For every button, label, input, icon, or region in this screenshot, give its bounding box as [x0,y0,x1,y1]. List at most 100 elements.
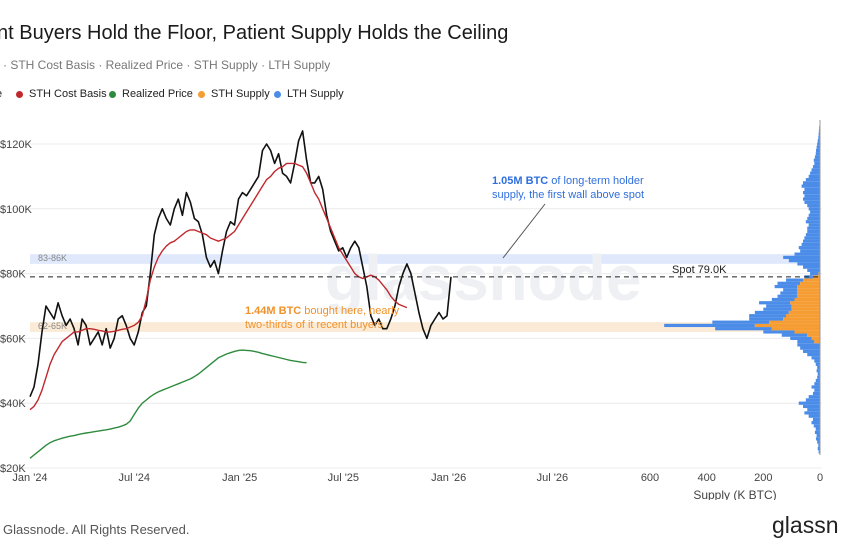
lth-supply-bar [749,317,784,321]
lth-supply-bar [813,158,820,162]
annotation-pointer [502,203,546,259]
lth-supply-bar [815,378,820,383]
x-tick-label: Jul '25 [328,472,359,484]
sth-supply-bar [794,330,820,334]
lth-supply-bar [780,291,798,295]
lth-supply-bar [803,404,820,409]
y-tick-label: $40K [0,398,26,410]
lth-supply-bar [804,200,820,204]
lth-supply-bar [805,233,820,237]
profile-tick-label: 0 [817,472,823,484]
lth-supply-bar [803,349,820,353]
spot-reference: Spot 79.0K [30,264,822,278]
lth-supply-bar [817,440,820,444]
annotation-lth-line2: supply, the first wall above spot [492,189,644,201]
annotations: 1.05M BTC of long-term holder supply, the… [245,175,644,331]
sth-supply-bar [754,323,820,328]
annotation-sth: 1.44M BTC bought here, nearly [245,305,400,317]
lth-supply-bar [818,135,820,140]
lth-supply-bar [801,184,820,188]
y-tick-label: $120K [0,139,32,151]
sth-cost-basis-line [29,162,408,411]
legend-item-sth-supply[interactable]: STH Supply [198,88,270,100]
sth-supply-bar [794,297,820,302]
lth-supply-bar [807,216,820,221]
annotation-bold: 1.44M BTC [245,305,301,317]
lth-supply-bar [766,304,792,308]
sth-supply-bar [783,317,820,321]
lth-supply-bar [783,288,798,292]
chart-subtitle: · STH Cost Basis · Realized Price · STH … [3,58,331,72]
lth-supply-bar [812,417,820,422]
lth-supply-bar [803,197,820,201]
sth-supply-bar [791,307,820,311]
legend-label: STH Cost Basis [29,88,107,100]
lth-supply-bar [810,271,819,276]
sth-supply-bar [797,291,820,295]
copyright: Glassnode. All Rights Reserved. [3,522,190,537]
legend-label: LTH Supply [287,88,344,100]
lth-supply-bar [811,421,820,425]
brand-logo: glassn [772,512,839,538]
lth-supply-bar [803,265,820,269]
lth-supply-bar [812,165,820,169]
legend-item-realized-price[interactable]: Realized Price [109,88,193,100]
lth-supply-bar [815,427,820,431]
x-tick-label: Jan '24 [12,472,47,484]
watermark: glassnode [325,242,642,314]
x-tick-label: Jan '25 [222,472,257,484]
lth-supply-bar [816,433,820,438]
sth-supply-bar [790,301,820,305]
lth-supply-bar [754,310,789,315]
lth-supply-bar [808,207,820,211]
lth-supply-bar [816,145,820,149]
sth-supply-bar [818,271,820,276]
price-band [30,254,820,264]
sth-supply-bar [807,333,820,337]
axis-labels: $20K $40K $60K $80K $100K $120K Jan '24 Jul '24… [0,139,823,500]
lth-supply-bar [816,148,820,153]
lth-supply-bar [786,278,803,282]
lth-supply-bar [664,323,755,328]
legend-dot [274,90,281,98]
legend-item-sth-cost-basis[interactable]: STH Cost Basis [16,88,107,100]
sth-supply-bar [797,288,820,292]
price-band [30,322,820,332]
lth-supply-bar [777,294,798,298]
lth-supply-bar [817,142,820,146]
spot-label: Spot 79.0K [672,264,727,276]
legend-item-price[interactable]: e [0,88,2,100]
lth-supply-bar [801,242,820,247]
lth-supply-bar [808,174,820,179]
legend-dot [109,90,116,98]
sth-supply-bar [788,310,820,315]
lth-supply-bar [788,259,820,263]
lth-supply-bar [763,307,792,311]
lth-supply-bar [808,223,820,227]
series-lines [29,130,452,459]
legend-item-lth-supply[interactable]: LTH Supply [274,88,344,100]
lth-supply-bar [798,246,820,250]
lth-supply-bar [817,372,820,376]
lth-supply-bar [817,446,820,451]
lth-supply-bar [790,336,812,341]
chart-title: nt Buyers Hold the Floor, Patient Supply… [0,22,509,44]
lth-supply-bar [814,155,820,159]
lth-supply-bar [808,395,820,399]
profile-tick-label: 200 [754,472,772,484]
lth-supply-bar [777,281,801,285]
profile-x-axis-label: Supply (K BTC) [693,488,776,500]
sth-supply-bar [797,284,820,289]
lth-supply-bar [807,203,820,208]
lth-supply-bar [805,220,820,224]
lth-supply-bar [797,262,820,266]
lth-supply-bar [818,129,820,133]
annotation-text: of long-term holder [548,175,644,187]
x-tick-label: Jul '24 [119,472,150,484]
sth-supply-bar [811,336,820,341]
legend-label: STH Supply [211,88,270,100]
lth-supply-bar [807,352,820,357]
price-chart: 83-86K 62-65K glassnode Spot 79.0K $20K $4… [0,120,823,500]
lth-supply-bar [818,450,820,454]
y-tick-label: $100K [0,204,32,216]
